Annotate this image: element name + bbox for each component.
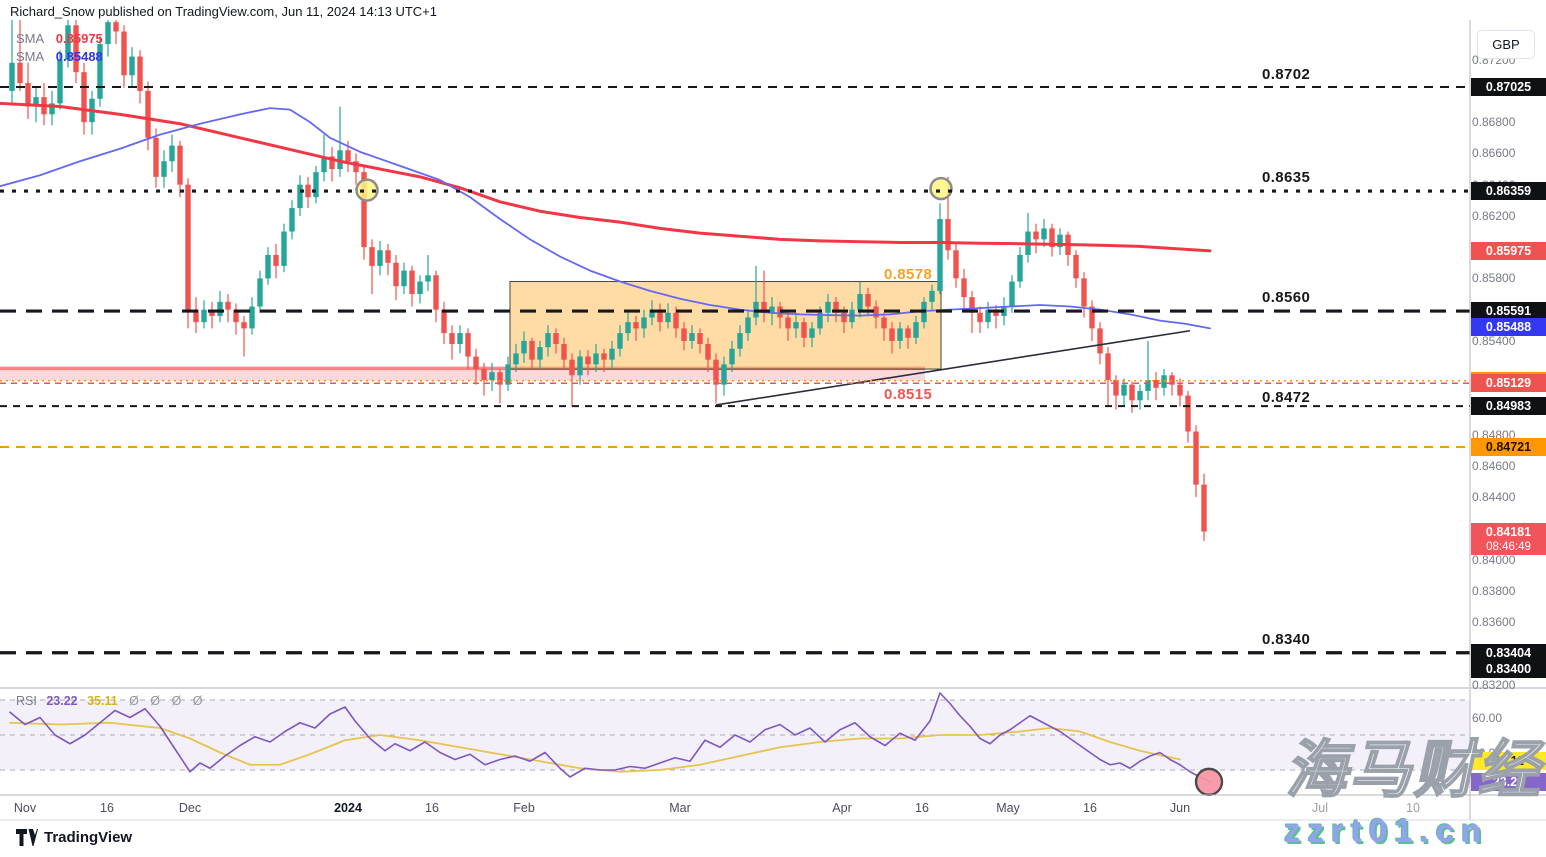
x-axis-label[interactable]: 2024 [334,801,362,815]
watermark-url: zzrt01.cn [1284,812,1489,849]
price-label: 0.83404 [1471,643,1546,662]
rsi-tick: 60.00 [1472,710,1503,725]
x-axis-label[interactable]: Dec [178,801,202,815]
x-axis-label[interactable]: 16 [1083,801,1097,815]
rsi-empty-values: Ø Ø Ø Ø [129,694,207,708]
x-axis-label[interactable]: Mar [669,801,691,815]
sma2-label: SMA [16,49,45,64]
price-tick: 0.86800 [1472,115,1516,130]
x-axis-label[interactable]: Apr [832,801,852,815]
sma1-value: 0.85975 [55,31,103,46]
level-text-0-8560: 0.8560 [1262,289,1311,306]
publish-title: Richard_Snow published on TradingView.co… [10,4,437,19]
x-axis-label[interactable]: Feb [513,801,535,815]
watermark-cn: 海马财经 [1282,735,1546,806]
range-box-top-label: 0.8578 [884,266,933,283]
rsi-label: 35.11 [1471,752,1546,771]
rsi-value: 23.22 [46,694,78,708]
price-label: 0.87025 [1471,78,1546,96]
price-tick: 0.85400 [1472,333,1516,348]
tradingview-brand-text: TradingView [44,829,133,846]
sma1-label: SMA [16,31,45,46]
rsi-label: RSI [16,694,37,708]
price-label: 0.85975 [1471,242,1546,261]
sma2-value: 0.85488 [55,49,103,64]
sma2-legend-row[interactable]: SMA 0.85488 [16,48,103,66]
price-label: 0.84721 [1471,438,1546,456]
x-axis-label[interactable]: 16 [100,801,114,815]
x-axis-label[interactable]: Jun [1169,801,1191,815]
level-text-0-8472: 0.8472 [1262,389,1311,406]
price-label: 0.86359 [1471,182,1546,201]
x-axis-label[interactable]: May [996,801,1020,815]
level-text-0-8340: 0.8340 [1262,631,1311,648]
x-axis-label[interactable]: 16 [915,801,929,815]
currency-toggle-button[interactable]: GBP [1477,30,1535,59]
price-tick: 0.83600 [1472,615,1516,630]
level-text-0-8635: 0.8635 [1262,169,1311,186]
tradingview-logo-icon [16,829,38,846]
price-tick: 0.86600 [1472,146,1516,161]
price-label: 0.84181 08:46:49 [1471,523,1546,556]
price-tick: 0.84000 [1472,552,1516,567]
price-tick: 0.84400 [1472,490,1516,505]
sma1-legend-row[interactable]: SMA 0.85975 [16,30,103,48]
price-tick: 0.84600 [1472,458,1516,473]
x-axis-label[interactable]: Jul [1312,801,1328,815]
rsi-legend[interactable]: RSI 23.22 35.11 Ø Ø Ø Ø [16,694,206,708]
price-tick: 0.83800 [1472,583,1516,598]
price-label: 0.83400 [1471,660,1546,679]
tradingview-brand[interactable]: TradingView [16,828,132,847]
x-axis-label[interactable]: Nov [13,801,37,815]
level-text-0-8702: 0.8702 [1262,66,1311,83]
rsi-ma-value: 35.11 [87,694,118,708]
price-tick: 0.85800 [1472,271,1516,286]
price-tick: 0.83200 [1472,677,1516,692]
price-label: 0.84983 [1471,397,1546,416]
price-label: 0.85129 [1471,374,1546,393]
price-label: 0.85488 [1471,318,1546,337]
price-tick: 0.86200 [1472,208,1516,223]
x-axis-label[interactable]: 16 [425,801,439,815]
x-axis-label[interactable]: 10 [1406,801,1420,815]
rsi-label: 23.22 [1471,772,1546,791]
price-label: 0.85591 [1471,302,1546,321]
sma-legend: SMA 0.85975 SMA 0.85488 [16,30,103,66]
support-zone-label: 0.8515 [884,386,933,403]
